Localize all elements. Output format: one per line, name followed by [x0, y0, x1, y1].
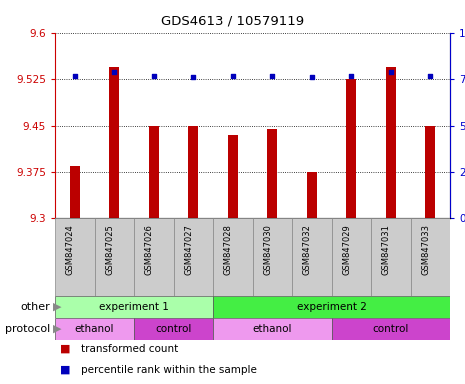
Bar — [267, 129, 277, 218]
Bar — [94, 218, 134, 296]
Text: transformed count: transformed count — [80, 344, 178, 354]
Text: ■: ■ — [60, 365, 70, 375]
Bar — [411, 218, 450, 296]
Text: GSM847029: GSM847029 — [342, 224, 351, 275]
Point — [387, 69, 394, 75]
Text: GSM847026: GSM847026 — [145, 224, 154, 275]
Bar — [292, 218, 332, 296]
Bar — [134, 218, 173, 296]
Text: ▶: ▶ — [53, 324, 61, 334]
Bar — [252, 218, 292, 296]
Point — [268, 73, 276, 79]
Text: GSM847030: GSM847030 — [263, 224, 272, 275]
Text: GSM847031: GSM847031 — [382, 224, 391, 275]
Text: other: other — [20, 302, 50, 312]
Text: GSM847027: GSM847027 — [184, 224, 193, 275]
Bar — [371, 218, 411, 296]
Text: control: control — [155, 324, 192, 334]
Text: GSM847025: GSM847025 — [105, 224, 114, 275]
Text: ethanol: ethanol — [252, 324, 292, 334]
Text: ethanol: ethanol — [75, 324, 114, 334]
Text: ▶: ▶ — [53, 302, 61, 312]
Text: control: control — [372, 324, 409, 334]
Text: experiment 2: experiment 2 — [297, 302, 366, 312]
Bar — [149, 126, 159, 218]
Text: ■: ■ — [60, 344, 70, 354]
Bar — [307, 172, 317, 218]
Bar — [55, 318, 134, 340]
Bar — [425, 126, 435, 218]
Text: GDS4613 / 10579119: GDS4613 / 10579119 — [161, 15, 304, 28]
Text: GSM847028: GSM847028 — [224, 224, 233, 275]
Bar — [173, 218, 213, 296]
Text: GSM847032: GSM847032 — [303, 224, 312, 275]
Point — [426, 73, 434, 79]
Bar — [213, 296, 450, 318]
Bar — [332, 218, 371, 296]
Bar — [346, 79, 356, 218]
Bar — [134, 318, 213, 340]
Bar — [70, 166, 80, 218]
Point — [150, 73, 158, 79]
Text: GSM847024: GSM847024 — [66, 224, 75, 275]
Bar — [55, 296, 213, 318]
Text: experiment 1: experiment 1 — [99, 302, 169, 312]
Text: percentile rank within the sample: percentile rank within the sample — [80, 365, 257, 375]
Bar — [188, 126, 198, 218]
Point — [308, 74, 315, 81]
Bar — [332, 318, 450, 340]
Text: protocol: protocol — [5, 324, 50, 334]
Bar — [386, 67, 396, 218]
Bar — [213, 218, 252, 296]
Point — [190, 74, 197, 81]
Text: GSM847033: GSM847033 — [421, 224, 430, 275]
Point — [111, 69, 118, 75]
Bar — [109, 67, 119, 218]
Point — [229, 73, 237, 79]
Point — [71, 73, 79, 79]
Bar — [55, 218, 94, 296]
Point — [347, 73, 355, 79]
Bar — [228, 135, 238, 218]
Bar — [213, 318, 332, 340]
